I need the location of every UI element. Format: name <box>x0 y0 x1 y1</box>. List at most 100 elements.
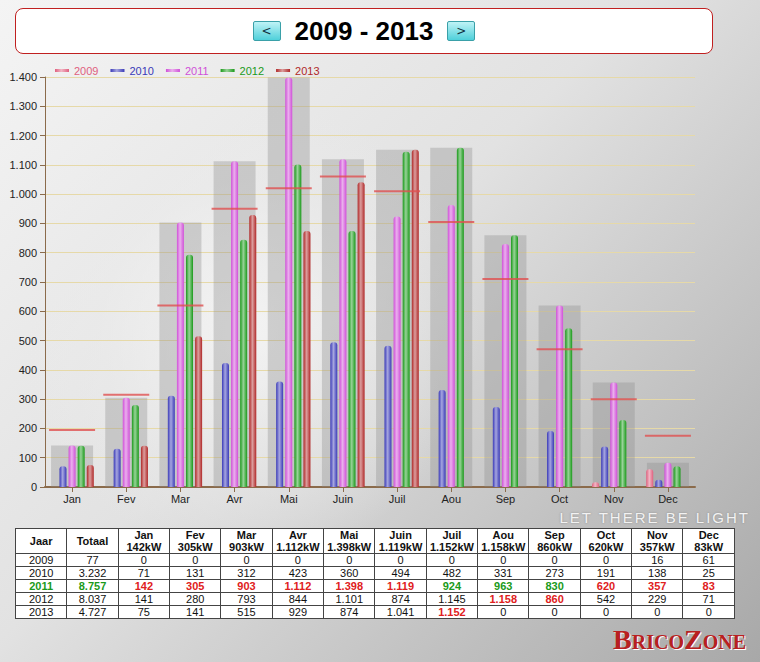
html-text:844: 844 <box>288 593 308 605</box>
svg-text:Aou: Aou <box>441 493 461 505</box>
html-text:1.112kW: 1.112kW <box>276 541 320 553</box>
svg-text:1.300: 1.300 <box>9 100 37 112</box>
svg-text:2011: 2011 <box>185 65 209 77</box>
svg-text:Nov: Nov <box>604 493 624 505</box>
svg-text:Mai: Mai <box>280 493 298 505</box>
html-text:1.112: 1.112 <box>284 580 312 592</box>
html-text:793: 793 <box>237 593 256 605</box>
html-text:Avr: Avr <box>288 529 307 541</box>
html-text:963: 963 <box>494 580 513 592</box>
html-text:2010: 2010 <box>28 567 54 579</box>
svg-text:300: 300 <box>19 393 37 405</box>
html-text:8.757: 8.757 <box>78 580 107 592</box>
html-text:494: 494 <box>391 567 410 579</box>
svg-text:Dec: Dec <box>658 493 678 505</box>
html-text:1.119: 1.119 <box>387 580 414 592</box>
html-text:357kW: 357kW <box>639 541 675 553</box>
svg-text:500: 500 <box>19 335 37 347</box>
html-text:360: 360 <box>340 567 359 579</box>
svg-text:1.000: 1.000 <box>9 188 37 200</box>
html-text:273: 273 <box>545 567 564 579</box>
html-text:620kW: 620kW <box>588 541 624 553</box>
html-text:BricoZone: BricoZone <box>613 624 746 655</box>
svg-text:900: 900 <box>19 217 37 229</box>
html-text:61: 61 <box>702 554 715 566</box>
svg-text:1.400: 1.400 <box>9 71 37 83</box>
html-text:Oct: Oct <box>596 529 616 541</box>
svg-text:Juil: Juil <box>389 493 406 505</box>
html-text:2011: 2011 <box>29 580 54 592</box>
svg-text:400: 400 <box>19 364 37 376</box>
svg-text:Fev: Fev <box>117 493 136 505</box>
html-text:Sep: Sep <box>544 529 565 541</box>
svg-text:200: 200 <box>19 422 37 434</box>
html-text:312: 312 <box>237 567 256 579</box>
svg-text:1.100: 1.100 <box>9 159 37 171</box>
svg-text:700: 700 <box>19 276 37 288</box>
html-text:142: 142 <box>134 580 153 592</box>
html-text:331: 331 <box>494 567 513 579</box>
html-text:280: 280 <box>186 593 205 605</box>
html-text:71: 71 <box>137 567 150 579</box>
html-text:1.398kW: 1.398kW <box>327 541 372 553</box>
html-text:8.037: 8.037 <box>78 593 107 605</box>
html-text:Juil: Juil <box>442 529 462 541</box>
html-text:131: 131 <box>186 567 205 579</box>
html-text:25: 25 <box>702 567 715 579</box>
html-text:83: 83 <box>702 580 715 592</box>
svg-text:0: 0 <box>31 481 37 493</box>
html-text:Nov: Nov <box>646 529 668 541</box>
svg-text:600: 600 <box>19 305 37 317</box>
html-text:2009 - 2013: 2009 - 2013 <box>294 15 434 46</box>
html-text:357: 357 <box>648 580 667 592</box>
html-text:903: 903 <box>237 580 256 592</box>
svg-text:100: 100 <box>19 452 37 464</box>
html-text:Mai: Mai <box>340 529 359 541</box>
html-text:Mar: Mar <box>236 529 257 541</box>
html-text:924: 924 <box>442 580 462 592</box>
svg-text:Jan: Jan <box>63 493 81 505</box>
html-text:482: 482 <box>442 567 462 579</box>
svg-text:2009: 2009 <box>74 65 98 77</box>
svg-text:Sep: Sep <box>496 493 516 505</box>
html-text:423: 423 <box>288 567 308 579</box>
svg-text:2012: 2012 <box>240 65 264 77</box>
html-text:3.232: 3.232 <box>78 567 107 579</box>
html-text:Juin: Juin <box>389 529 412 541</box>
svg-text:Juin: Juin <box>333 493 353 505</box>
html-text:1.158kW: 1.158kW <box>481 541 526 553</box>
svg-text:1.200: 1.200 <box>9 130 37 142</box>
svg-text:Avr: Avr <box>226 493 243 505</box>
html-text:2009: 2009 <box>28 554 54 566</box>
html-text:77: 77 <box>86 554 99 566</box>
html-text:1.152kW: 1.152kW <box>429 541 474 553</box>
html-text:142kW: 142kW <box>126 541 162 553</box>
svg-text:2010: 2010 <box>129 65 153 77</box>
html-text:903kW: 903kW <box>229 541 264 553</box>
html-text:620: 620 <box>596 580 616 592</box>
html-text:1.398: 1.398 <box>335 580 363 592</box>
html-text:1.101: 1.101 <box>335 593 363 605</box>
svg-text:Oct: Oct <box>551 493 568 505</box>
html-text:Totaal: Totaal <box>76 535 109 547</box>
svg-text:800: 800 <box>19 247 37 259</box>
html-text:305: 305 <box>186 580 205 592</box>
html-text:Dec: Dec <box>698 529 719 541</box>
html-text:1.119kW: 1.119kW <box>378 541 423 553</box>
html-text:LET THERE BE LIGHT: LET THERE BE LIGHT <box>559 509 750 526</box>
svg-text:Mar: Mar <box>171 493 190 505</box>
html-text:Jan: Jan <box>134 529 154 541</box>
html-text:138: 138 <box>648 567 667 579</box>
html-text:83kW: 83kW <box>694 541 724 553</box>
svg-text:2013: 2013 <box>295 65 319 77</box>
html-text:16: 16 <box>651 554 664 566</box>
html-text:191: 191 <box>596 567 616 579</box>
html-text:141: 141 <box>134 593 153 605</box>
html-text:Jaar: Jaar <box>29 535 53 547</box>
html-text:Aou: Aou <box>492 529 514 541</box>
html-text:2012: 2012 <box>28 593 54 605</box>
html-text:Fev: Fev <box>185 529 205 541</box>
html-text:830: 830 <box>545 580 564 592</box>
html-text:860kW: 860kW <box>537 541 572 553</box>
html-text:305kW: 305kW <box>177 541 213 553</box>
